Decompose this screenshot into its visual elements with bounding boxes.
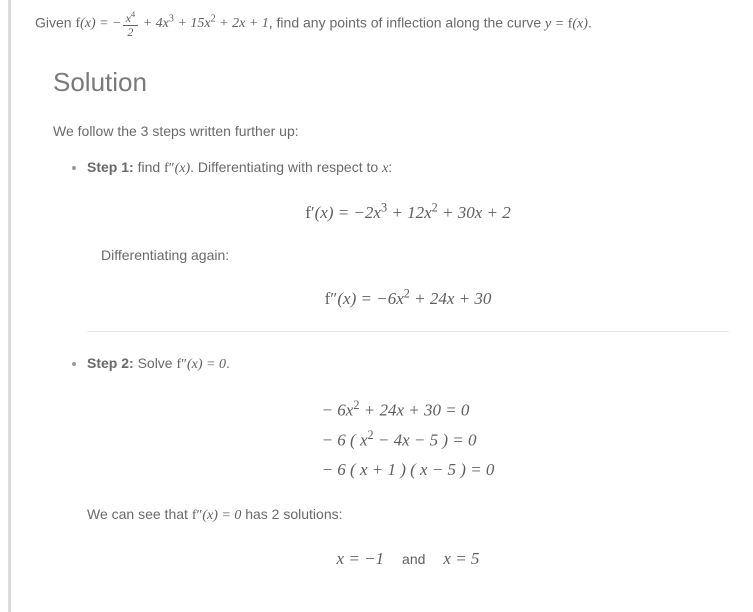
eq-line: − 6 ( x + 1 ) ( x − 5 ) = 0 xyxy=(322,456,495,483)
step2-eqs: − 6x2 + 24x + 30 = 0 − 6 ( x2 − 4x − 5 )… xyxy=(87,394,729,485)
solution-box: Solution We follow the 3 steps written f… xyxy=(35,62,729,572)
step1-text-b: . Differentiating with respect to xyxy=(190,159,382,175)
problem-prefix: Given xyxy=(35,14,75,30)
step-1: Step 1: find f″(x). Differentiating with… xyxy=(87,156,729,331)
step2-concl-expr: f″(x) = 0 xyxy=(192,508,242,523)
step1-eq2: f″(x) = −6x2 + 24x + 30 xyxy=(87,285,729,313)
eq-line: − 6x2 + 24x + 30 = 0 xyxy=(322,396,495,424)
step1-sub: Differentiating again: xyxy=(101,244,729,266)
eq-line: − 6 ( x2 − 4x − 5 ) = 0 xyxy=(322,426,495,454)
step2-label: Step 2: xyxy=(87,355,134,371)
problem-mid: , find any points of inflection along th… xyxy=(269,14,545,30)
step2-concl-b: has 2 solutions: xyxy=(241,506,342,522)
step2-concl-a: We can see that xyxy=(87,506,192,522)
step2-text-b: . xyxy=(226,355,230,371)
step1-eq1: f′(x) = −2x3 + 12x2 + 30x + 2 xyxy=(87,199,729,227)
problem-suffix: . xyxy=(588,14,592,30)
problem-func: f(x) = −x42 + 4x3 + 15x2 + 2x + 1 xyxy=(75,16,268,31)
solution-title: Solution xyxy=(53,62,729,104)
step-2: Step 2: Solve f″(x) = 0. − 6x2 + 24x + 3… xyxy=(87,352,729,573)
step2-text-a: Solve xyxy=(134,355,177,371)
step1-expr-a: f″(x) xyxy=(164,161,190,176)
content-wrap: Given f(x) = −x42 + 4x3 + 15x2 + 2x + 1,… xyxy=(8,0,753,612)
steps-list: Step 1: find f″(x). Differentiating with… xyxy=(53,156,729,572)
step1-text-c: : xyxy=(388,159,392,175)
step1-text-a: find xyxy=(134,159,164,175)
step2-expr-a: f″(x) = 0 xyxy=(177,357,227,372)
step2-conclusion: We can see that f″(x) = 0 has 2 solution… xyxy=(87,503,729,527)
solution-intro: We follow the 3 steps written further up… xyxy=(53,120,729,142)
problem-curve: y = f(x) xyxy=(545,16,588,31)
step2-solutions: x = −1andx = 5 xyxy=(87,545,729,572)
step1-label: Step 1: xyxy=(87,159,134,175)
problem-statement: Given f(x) = −x42 + 4x3 + 15x2 + 2x + 1,… xyxy=(35,10,729,38)
step-divider xyxy=(87,331,729,332)
